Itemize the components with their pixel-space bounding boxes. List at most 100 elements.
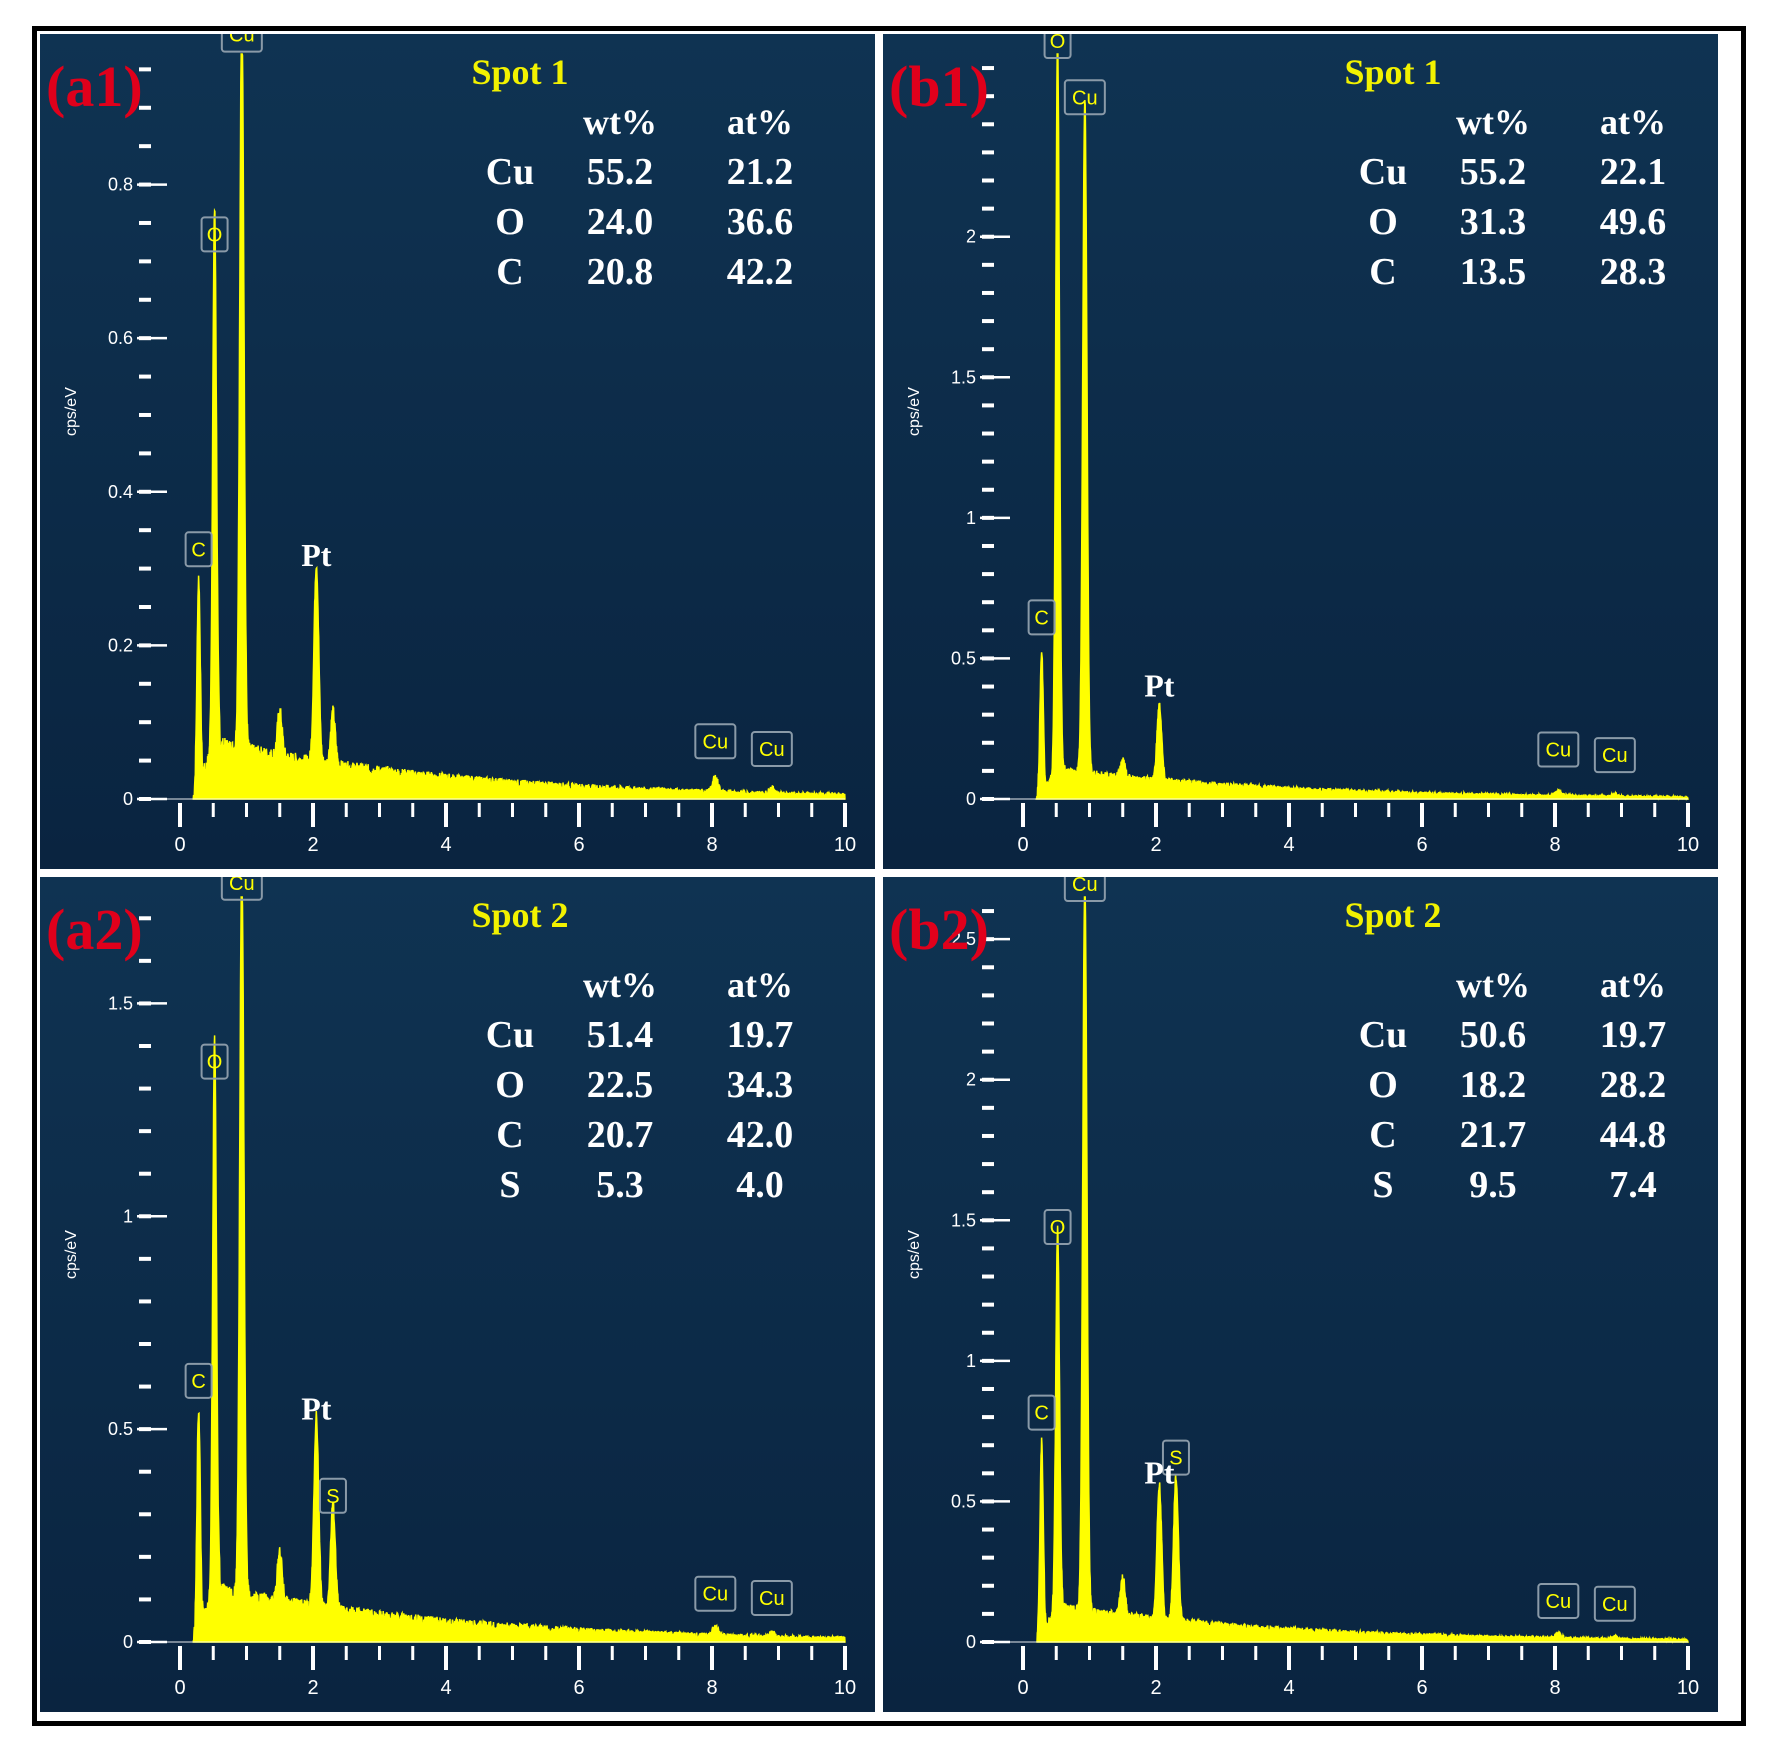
- table-at-value: 49.6: [1600, 201, 1667, 243]
- x-tick-label: 4: [1283, 834, 1294, 856]
- plot-background: [40, 877, 875, 1712]
- table-element: Cu: [1359, 1014, 1408, 1056]
- panel-label: (a2): [46, 897, 143, 962]
- x-tick-label: 2: [307, 1677, 318, 1699]
- table-header-at: at%: [727, 965, 793, 1005]
- table-wt-value: 21.7: [1460, 1114, 1527, 1156]
- peak-label-box: [200, 1043, 229, 1080]
- spectrum-series: [192, 896, 846, 1643]
- peak-label: Cu: [229, 34, 255, 47]
- table-element: Cu: [1359, 151, 1408, 193]
- y-tick-label: 0.5: [951, 648, 976, 668]
- peak-label-box: [750, 730, 793, 767]
- panel-a2: 0 2 4 6 8 10 0 0.5 1 1.5 cps/eV Cu O C Pt S Cu Cu (a2) Spot…: [40, 877, 875, 1712]
- spectrum-series: [1035, 53, 1689, 801]
- y-tick-label: 0.5: [108, 1419, 133, 1439]
- table-at-value: 19.7: [1600, 1014, 1667, 1056]
- y-tick-label: 0: [123, 789, 133, 809]
- table-at-value: 42.2: [727, 251, 794, 293]
- spectrum-series: [1036, 896, 1689, 1644]
- table-element: S: [1372, 1164, 1393, 1206]
- plot-background: [883, 877, 1718, 1712]
- table-wt-value: 5.3: [596, 1164, 644, 1206]
- y-tick-label: 0.5: [951, 1491, 976, 1511]
- peak-label-box: [1537, 731, 1580, 768]
- table-at-value: 42.0: [727, 1114, 794, 1156]
- y-tick-label: 1.5: [951, 367, 976, 387]
- peak-label: Pt: [301, 537, 332, 573]
- table-header-wt: wt%: [583, 965, 657, 1005]
- table-header-at: at%: [1600, 102, 1666, 142]
- peak-label-box: [694, 723, 737, 760]
- table-element: Cu: [486, 151, 535, 193]
- peak-label-box: [1043, 1209, 1072, 1246]
- y-tick-label: 0: [966, 789, 976, 809]
- table-element: C: [496, 1114, 523, 1156]
- x-tick-label: 6: [1416, 834, 1427, 856]
- peak-label-box: [1593, 737, 1636, 774]
- peak-label-box: [1593, 1585, 1636, 1622]
- x-tick-label: 10: [834, 1677, 856, 1699]
- peak-label: Cu: [229, 877, 255, 895]
- peak-label: Cu: [703, 731, 729, 753]
- panel-a1: 0 2 4 6 8 10 0 0.2 0.4 0.6 0.8 cps/eV Cu O C Pt Cu Cu (a1)…: [40, 34, 875, 869]
- panel-b1: 0 2 4 6 8 10 0 0.5 1 1.5 2 cps/eV O Cu C Pt Cu Cu (b1) Spot…: [883, 34, 1718, 869]
- x-tick-label: 8: [706, 1677, 717, 1699]
- table-element: O: [495, 1064, 525, 1106]
- y-axis-label: cps/eV: [63, 1230, 80, 1279]
- peak-label: Pt: [301, 1391, 332, 1427]
- peak-label-box: [750, 1579, 793, 1616]
- table-element: O: [1368, 1064, 1398, 1106]
- peak-label-box: [1027, 1394, 1056, 1431]
- peak-label-box: [184, 531, 213, 568]
- panel-label: (b2): [889, 897, 989, 962]
- table-header-wt: wt%: [1456, 965, 1530, 1005]
- y-tick-label: 1: [966, 508, 976, 528]
- table-at-value: 4.0: [736, 1164, 784, 1206]
- peak-label: O: [1050, 34, 1066, 53]
- peak-label: Cu: [1072, 877, 1098, 896]
- table-at-value: 19.7: [727, 1014, 794, 1056]
- x-tick-label: 2: [1150, 1677, 1161, 1699]
- x-tick-label: 8: [706, 834, 717, 856]
- table-header-wt: wt%: [1456, 102, 1530, 142]
- table-at-value: 7.4: [1609, 1164, 1657, 1206]
- peak-label: O: [207, 224, 223, 246]
- peak-label: S: [1169, 1448, 1182, 1470]
- table-wt-value: 31.3: [1460, 201, 1527, 243]
- peak-label: Cu: [1546, 1591, 1572, 1613]
- peak-label-box: [184, 1362, 213, 1399]
- x-tick-label: 4: [440, 834, 451, 856]
- x-tick-label: 0: [1017, 1677, 1028, 1699]
- y-tick-label: 0.2: [108, 635, 133, 655]
- x-tick-label: 8: [1549, 1677, 1560, 1699]
- table-element: C: [1369, 1114, 1396, 1156]
- y-tick-label: 2.5: [951, 929, 976, 949]
- peak-label-box: [694, 1575, 737, 1612]
- table-element: O: [495, 201, 525, 243]
- y-tick-label: 2: [966, 227, 976, 247]
- table-wt-value: 20.8: [587, 251, 654, 293]
- peak-label-box: [220, 877, 263, 901]
- x-tick-label: 2: [1150, 834, 1161, 856]
- y-tick-label: 1: [966, 1351, 976, 1371]
- x-tick-label: 6: [1416, 1677, 1427, 1699]
- y-axis-label: cps/eV: [906, 387, 923, 436]
- table-wt-value: 24.0: [587, 201, 654, 243]
- x-tick-label: 10: [1677, 1677, 1699, 1699]
- x-tick-label: 0: [1017, 834, 1028, 856]
- peak-label: C: [1034, 607, 1048, 629]
- peak-label-box: [1027, 599, 1056, 636]
- x-tick-label: 0: [174, 834, 185, 856]
- y-tick-label: 2: [966, 1070, 976, 1090]
- x-tick-label: 8: [1549, 834, 1560, 856]
- x-tick-label: 10: [1677, 834, 1699, 856]
- peak-label: O: [1050, 1217, 1066, 1239]
- table-wt-value: 20.7: [587, 1114, 654, 1156]
- peak-label: Cu: [1602, 1594, 1628, 1616]
- table-at-value: 21.2: [727, 151, 794, 193]
- table-element: O: [1368, 201, 1398, 243]
- peak-label-box: [1161, 1439, 1190, 1476]
- peak-label: Pt: [1144, 1454, 1175, 1490]
